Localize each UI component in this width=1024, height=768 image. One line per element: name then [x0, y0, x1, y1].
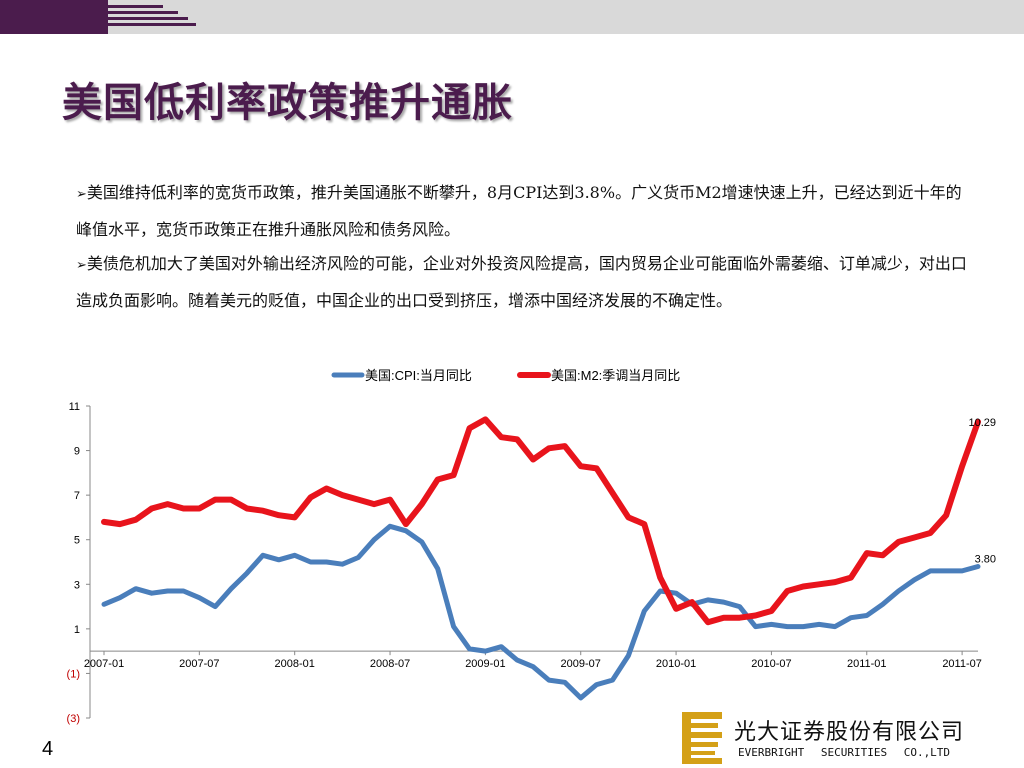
paragraph-1-text: 美国维持低利率的宽货币政策，推升美国通胀不断攀升，8月CPI达到3.8%。广义货… [76, 183, 962, 239]
slide-title: 美国低利率政策推升通胀 [62, 70, 513, 128]
company-name-cn: 光大证券股份有限公司 [734, 714, 964, 746]
x-tick-label: 2008-01 [275, 658, 315, 670]
page-number: 4 [42, 738, 53, 761]
x-tick-label: 2009-01 [465, 658, 505, 670]
top-banner [0, 0, 1024, 34]
banner-stripes [108, 0, 198, 34]
x-tick-label: 2010-01 [656, 658, 696, 670]
cpi-end-data-label: 3.80 [975, 553, 996, 565]
y-tick-label: 3 [74, 579, 80, 591]
paragraph-2-text: 美债危机加大了美国对外输出经济风险的可能，企业对外投资风险提高，国内贸易企业可能… [76, 254, 967, 310]
y-tick-label: 7 [74, 490, 80, 502]
x-tick-label: 2007-07 [179, 658, 219, 670]
body-text: ➢美国维持低利率的宽货币政策，推升美国通胀不断攀升，8月CPI达到3.8%。广义… [76, 176, 976, 318]
y-tick-label: (3) [67, 713, 80, 725]
x-tick-label: 2007-01 [84, 658, 124, 670]
y-tick-label: 5 [74, 535, 80, 547]
company-name-en: EVERBRIGHT SECURITIES CO.,LTD [738, 746, 950, 759]
x-tick-label: 2010-07 [751, 658, 791, 670]
paragraph-1: ➢美国维持低利率的宽货币政策，推升美国通胀不断攀升，8月CPI达到3.8%。广义… [76, 176, 976, 247]
paragraph-2: ➢美债危机加大了美国对外输出经济风险的可能，企业对外投资风险提高，国内贸易企业可… [76, 247, 976, 318]
cpi-series-line [104, 526, 978, 698]
company-logo: 光大证券股份有限公司 EVERBRIGHT SECURITIES CO.,LTD [682, 712, 1002, 768]
y-tick-label: 9 [74, 446, 80, 458]
x-tick-label: 2008-07 [370, 658, 410, 670]
legend-entry: 美国:CPI:当月同比 [365, 368, 472, 383]
legend-entry: 美国:M2:季调当月同比 [551, 368, 680, 383]
bullet-arrow-icon: ➢ [76, 187, 87, 202]
everbright-logo-icon [682, 712, 722, 764]
x-tick-label: 2009-07 [561, 658, 601, 670]
m2-series-line [104, 419, 978, 622]
y-tick-label: 11 [69, 401, 80, 413]
x-tick-label: 2011-07 [942, 658, 982, 670]
y-tick-label: 1 [74, 624, 80, 636]
banner-block [0, 0, 108, 34]
m2-end-data-label: 10.29 [968, 417, 996, 429]
bullet-arrow-icon: ➢ [76, 258, 87, 273]
line-chart: 11 9 7 5 3 1 (1) (3) 2007-01 2007-07 2008-01 2008-0… [0, 356, 1024, 726]
y-tick-label: (1) [67, 668, 80, 680]
x-tick-label: 2011-01 [847, 658, 887, 670]
